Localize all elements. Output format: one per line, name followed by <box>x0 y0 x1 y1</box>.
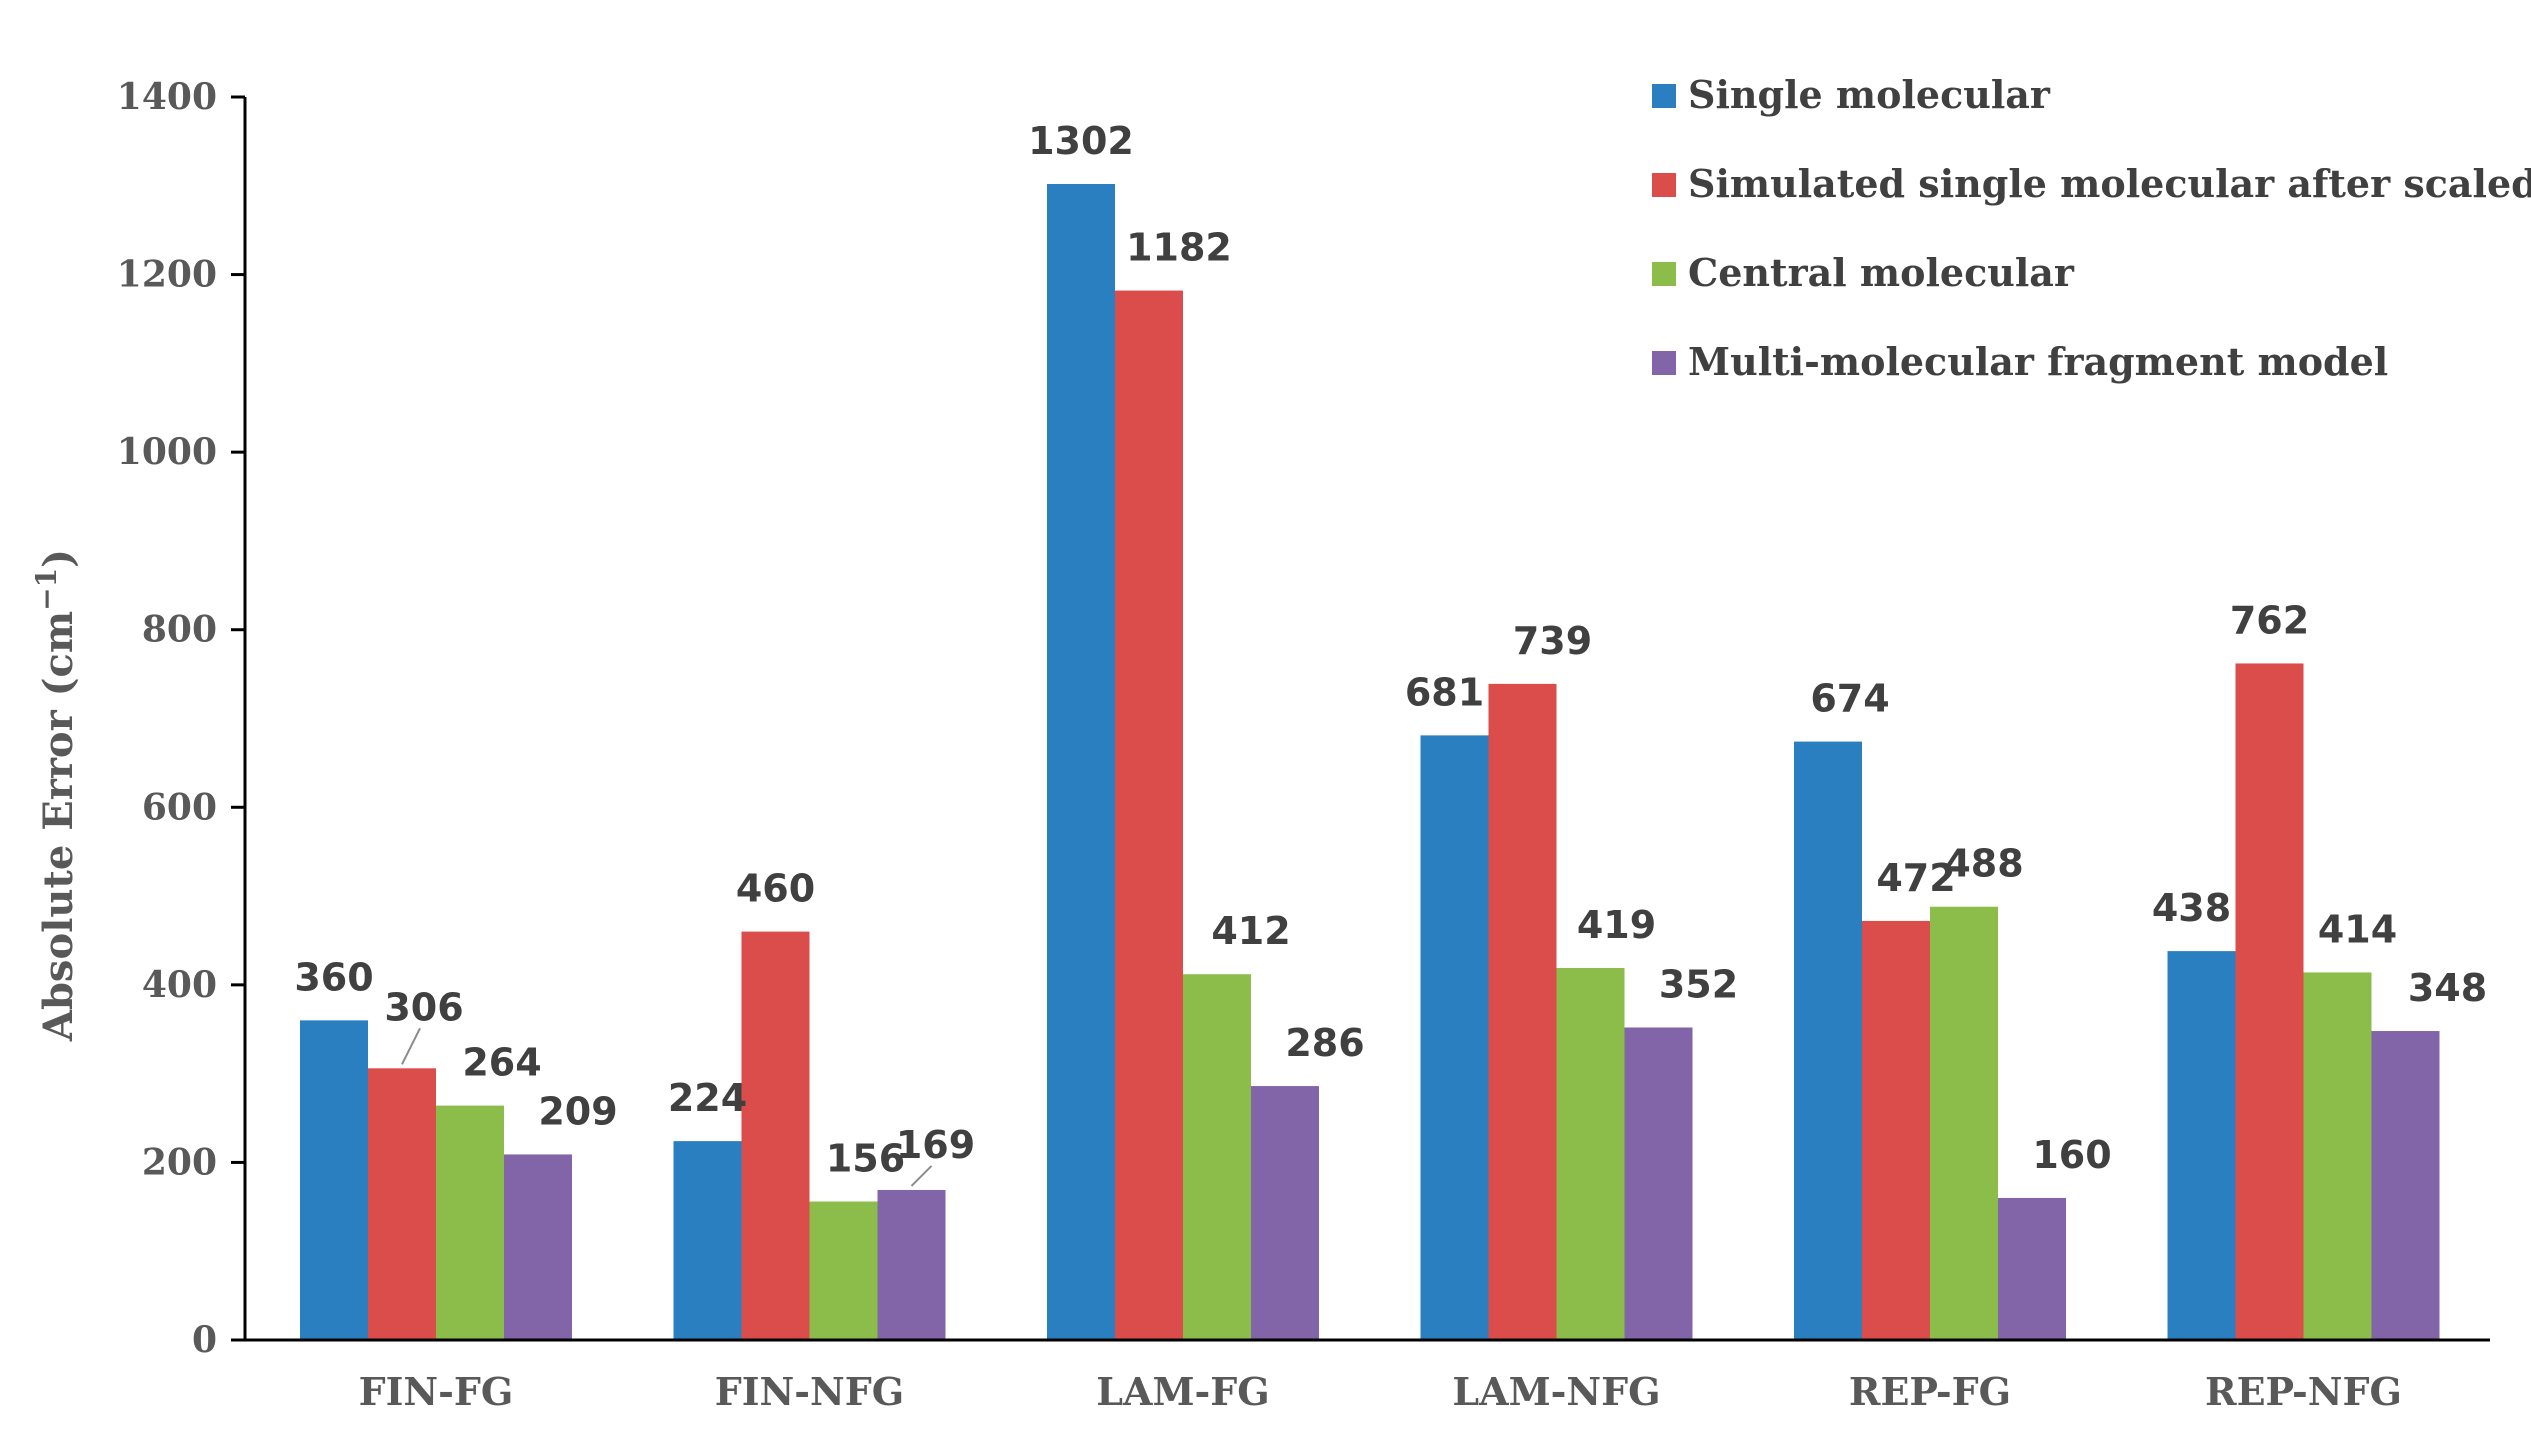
data-label: 209 <box>538 1089 617 1133</box>
bar <box>673 1141 742 1340</box>
x-tick-label: REP-FG <box>1849 1369 2011 1414</box>
legend-label: Single molecular <box>1688 72 2051 117</box>
data-label: 414 <box>2318 907 2397 951</box>
bar <box>1624 1027 1693 1340</box>
y-tick-label: 800 <box>142 609 217 651</box>
data-label: 360 <box>294 955 373 999</box>
data-label: 681 <box>1405 670 1484 714</box>
data-label: 472 <box>1876 856 1955 900</box>
x-tick-label: FIN-NFG <box>715 1369 904 1414</box>
y-tick-label: 600 <box>142 786 217 828</box>
axes <box>231 97 2490 1342</box>
bar <box>368 1068 436 1340</box>
legend-swatch <box>1652 173 1676 197</box>
bar <box>1488 683 1557 1340</box>
bar <box>741 931 810 1340</box>
data-label: 169 <box>896 1123 975 1167</box>
data-label: 488 <box>1944 842 2023 886</box>
data-label: 438 <box>2152 886 2231 930</box>
y-tick-label: 1400 <box>117 76 217 118</box>
bar <box>809 1201 878 1340</box>
bar <box>1998 1197 2066 1340</box>
bar <box>1556 967 1625 1340</box>
bar <box>1047 184 1115 1340</box>
bars <box>300 184 2440 1340</box>
bar <box>1115 290 1183 1340</box>
data-label: 674 <box>1810 677 1889 721</box>
data-label-leader <box>401 1027 421 1065</box>
y-tick-label: 200 <box>142 1141 217 1183</box>
x-tick-label: LAM-FG <box>1096 1369 1269 1414</box>
data-label: 306 <box>384 985 463 1029</box>
bar <box>1420 735 1489 1340</box>
data-label: 224 <box>668 1076 747 1120</box>
x-tick-label: FIN-FG <box>359 1369 514 1414</box>
legend-swatch <box>1652 351 1676 375</box>
data-label: 352 <box>1659 962 1738 1006</box>
legend-label: Simulated single molecular after scaled <box>1688 161 2531 206</box>
bar <box>1794 741 1862 1340</box>
y-tick-label: 400 <box>142 964 217 1006</box>
legend-label: Central molecular <box>1688 250 2075 295</box>
data-label: 419 <box>1577 903 1656 947</box>
x-tick-label: LAM-NFG <box>1452 1369 1660 1414</box>
data-label-leader <box>910 1165 933 1187</box>
bar <box>1183 974 1251 1340</box>
data-label: 739 <box>1513 619 1592 663</box>
y-tick-label: 1200 <box>117 254 217 296</box>
legend-swatch <box>1652 262 1676 286</box>
y-tick-label: 1000 <box>117 431 217 473</box>
bar <box>877 1189 946 1340</box>
y-axis-label: Absolute Error (cm−1) <box>30 549 82 1042</box>
x-axis-tick-labels: FIN-FG FIN-NFG LAM-FG LAM-NFG REP-FG REP-NFG <box>359 1369 2402 1414</box>
bar <box>436 1105 504 1340</box>
data-label: 160 <box>2032 1133 2111 1177</box>
legend-swatch <box>1652 84 1676 108</box>
bar <box>2235 663 2304 1340</box>
data-label: 1182 <box>1126 226 1232 270</box>
bar <box>504 1154 572 1340</box>
bar <box>2303 972 2372 1340</box>
data-label: 264 <box>462 1041 541 1085</box>
bar <box>2167 951 2236 1340</box>
y-tick-label: 0 <box>192 1319 217 1361</box>
bar <box>1251 1086 1319 1340</box>
legend: Single molecular Simulated single molecul… <box>1652 72 2531 384</box>
data-label: 460 <box>736 867 815 911</box>
legend-label: Multi-molecular fragment model <box>1688 339 2388 384</box>
data-label: 156 <box>826 1136 905 1180</box>
data-label: 412 <box>1211 909 1290 953</box>
bar <box>2371 1031 2440 1340</box>
data-label: 348 <box>2408 966 2487 1010</box>
data-label: 1302 <box>1028 119 1134 163</box>
bar <box>300 1020 368 1340</box>
y-axis-ticks: 0 200 400 600 800 1000 1200 1400 <box>117 76 245 1361</box>
bar <box>1862 920 1930 1340</box>
x-tick-label: REP-NFG <box>2205 1369 2402 1414</box>
bar <box>1930 906 1998 1340</box>
data-label: 286 <box>1285 1021 1364 1065</box>
data-label: 762 <box>2230 598 2309 642</box>
